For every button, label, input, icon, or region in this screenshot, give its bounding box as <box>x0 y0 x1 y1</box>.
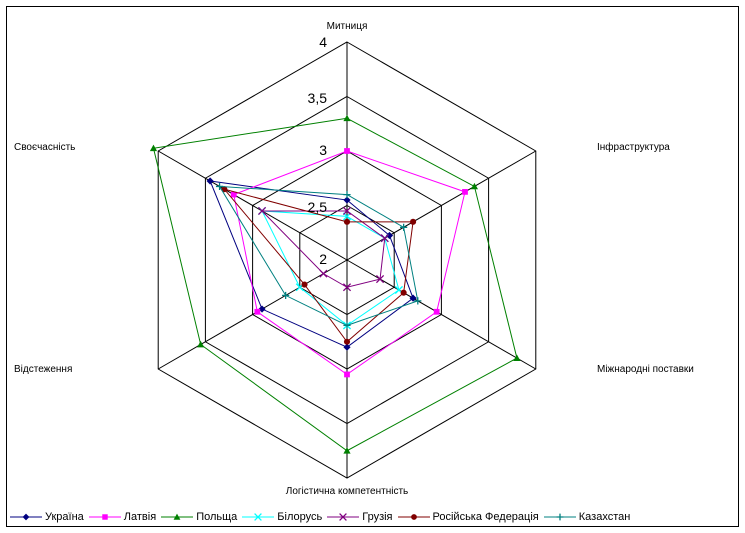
data-point <box>375 275 385 284</box>
series-line <box>152 117 518 452</box>
legend-label: Білорусь <box>277 511 323 523</box>
axis-spoke <box>157 150 348 261</box>
data-point <box>380 234 389 243</box>
legend-label: Україна <box>45 511 84 523</box>
data-point <box>414 297 422 305</box>
data-point <box>344 371 350 378</box>
data-point <box>206 177 214 185</box>
radar-labels: Митниця Інфраструктура Міжнародні постав… <box>14 21 694 497</box>
series-4 <box>257 206 389 292</box>
tick-label-3-5: 3,5 <box>308 90 328 106</box>
data-point <box>400 289 407 296</box>
data-point <box>343 196 351 204</box>
data-point <box>343 321 351 329</box>
data-point <box>215 182 224 191</box>
data-point <box>410 218 417 225</box>
legend-marker <box>556 513 564 521</box>
data-point <box>433 308 440 315</box>
axis-spoke <box>346 150 537 261</box>
series-2 <box>149 114 521 454</box>
legend-item-poland: Польща <box>160 511 237 523</box>
data-point <box>230 191 237 198</box>
legend-marker <box>102 514 108 520</box>
data-point <box>221 186 228 193</box>
legend-label: Російська Федерація <box>432 511 539 523</box>
series-6 <box>215 182 422 329</box>
axis-spoke <box>157 259 348 370</box>
data-point <box>400 223 408 231</box>
series-5 <box>221 186 417 345</box>
axis-label-logistics-competence: Логістична компетентність <box>286 486 408 497</box>
radar-series <box>149 114 521 454</box>
legend-marker <box>410 514 417 520</box>
legend-label: Латвія <box>123 511 157 523</box>
data-point <box>257 206 267 216</box>
data-point <box>385 231 394 240</box>
series-0 <box>206 177 417 351</box>
tick-label-2-5: 2,5 <box>308 199 328 215</box>
axis-label-customs: Митниця <box>327 21 368 32</box>
data-point <box>343 191 351 199</box>
data-point <box>343 447 351 454</box>
data-point <box>301 281 308 288</box>
axis-label-international-shipments: Міжнародні поставки <box>597 364 694 375</box>
legend-label: Казахстан <box>578 511 631 523</box>
data-point <box>197 340 205 348</box>
chart-frame <box>6 6 739 527</box>
legend-label: Польща <box>196 511 238 523</box>
tick-label-3: 3 <box>319 142 327 158</box>
tick-label-4: 4 <box>319 34 327 50</box>
legend-item-russia: Російська Федерація <box>397 511 539 523</box>
legend-item-georgia: Грузія <box>326 511 393 523</box>
legend-item-belarus: Білорусь <box>241 511 322 523</box>
tick-label-2: 2 <box>319 251 327 267</box>
series-line <box>261 210 400 327</box>
data-point <box>470 182 479 190</box>
data-point <box>343 218 351 225</box>
legend-item-kazakhstan: Казахстан <box>543 511 631 523</box>
data-point <box>319 269 328 278</box>
data-point <box>409 294 417 302</box>
legend-marker <box>22 513 30 521</box>
legend-marker <box>339 513 348 521</box>
data-point <box>258 305 266 313</box>
data-point <box>343 343 351 351</box>
data-point <box>342 283 352 292</box>
legend: Україна Латвія Польща Білорусь Грузія Ро… <box>9 509 634 525</box>
legend-item-latvia: Латвія <box>88 511 156 523</box>
data-point <box>343 114 351 122</box>
axis-label-timeliness: Своєчасність <box>14 142 75 153</box>
legend-marker <box>254 513 263 521</box>
legend-label: Грузія <box>362 511 393 523</box>
axis-label-infrastructure: Інфраструктура <box>597 141 670 153</box>
legend-item-ukraine: Україна <box>9 511 84 523</box>
data-point <box>344 148 350 154</box>
data-point <box>462 188 468 195</box>
radar-grid <box>157 41 537 479</box>
data-point <box>282 291 290 300</box>
data-point <box>343 338 351 345</box>
data-point <box>149 144 158 152</box>
data-point <box>342 206 352 216</box>
legend-marker <box>173 513 181 520</box>
data-point <box>254 308 261 315</box>
axis-label-tracking: Відстеження <box>14 364 72 375</box>
series-1 <box>230 148 468 378</box>
data-point <box>513 354 521 361</box>
